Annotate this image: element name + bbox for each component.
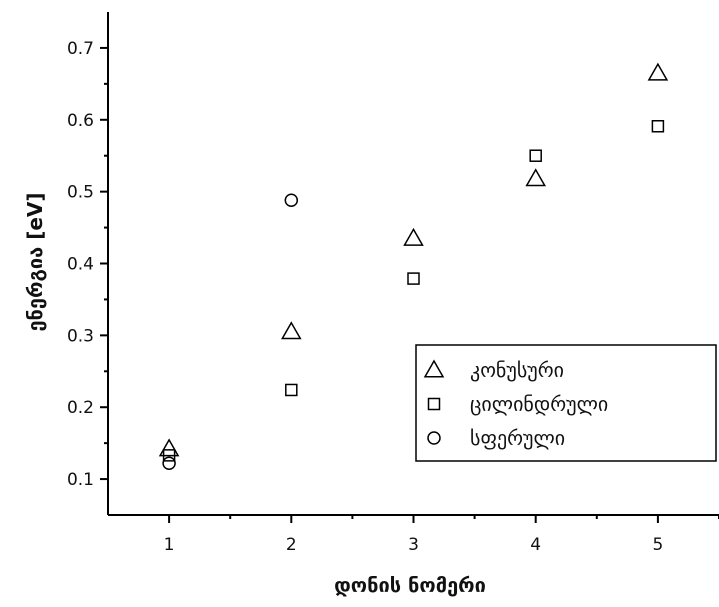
data-point-square bbox=[285, 383, 298, 397]
data-point-square bbox=[162, 449, 176, 462]
x-tick-label: 3 bbox=[408, 535, 419, 555]
x-tick-label: 5 bbox=[652, 535, 663, 555]
tick-labels: 0.1 0.2 0.3 0.4 0.5 0.6 0.7 1 2 3 4 5 bbox=[67, 39, 663, 555]
legend: კონუსური ცილინდრული სფერული bbox=[415, 344, 717, 462]
data-point-circle bbox=[284, 193, 299, 208]
legend-box bbox=[415, 344, 717, 462]
y-tick-label: 0.7 bbox=[67, 39, 94, 59]
legend-marker-triangle bbox=[423, 359, 445, 378]
data-point-triangle bbox=[525, 168, 546, 187]
x-tick-label: 1 bbox=[164, 535, 175, 555]
legend-marker-square bbox=[427, 397, 441, 411]
data-point-square bbox=[651, 120, 665, 133]
y-tick-label: 0.5 bbox=[67, 183, 94, 203]
data-point-triangle bbox=[158, 438, 180, 457]
legend-label: სფერული bbox=[470, 426, 565, 450]
y-axis-title: ენერგია [eV] bbox=[23, 192, 47, 331]
legend-label: კონუსური bbox=[470, 358, 564, 382]
ticks bbox=[100, 46, 719, 523]
data-point-triangle bbox=[647, 62, 669, 81]
data-point-square bbox=[529, 149, 542, 162]
y-tick-label: 0.3 bbox=[67, 326, 94, 346]
y-tick-label: 0.4 bbox=[67, 255, 94, 275]
legend-label: ცილინდრული bbox=[470, 392, 608, 416]
data-point-circle bbox=[162, 456, 176, 471]
y-tick-label: 0.2 bbox=[67, 398, 94, 418]
x-tick-label: 2 bbox=[286, 535, 297, 555]
data-point-triangle bbox=[281, 321, 302, 340]
y-tick-label: 0.6 bbox=[67, 111, 94, 131]
legend-marker-circle bbox=[427, 431, 441, 445]
x-tick-label: 4 bbox=[530, 535, 541, 555]
data-point-square bbox=[407, 272, 420, 285]
data-points bbox=[158, 62, 669, 471]
y-tick-label: 0.1 bbox=[67, 470, 94, 490]
data-point-triangle bbox=[403, 227, 424, 246]
x-axis-title: დონის ნომერი bbox=[334, 573, 486, 597]
